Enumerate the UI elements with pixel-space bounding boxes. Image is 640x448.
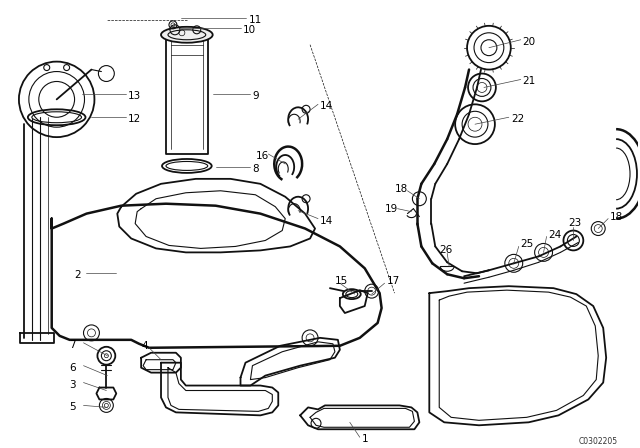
Text: 6: 6	[70, 362, 76, 373]
Text: 24: 24	[548, 229, 562, 240]
Text: 17: 17	[387, 276, 400, 286]
Text: C0302205: C0302205	[579, 437, 618, 446]
Text: 23: 23	[568, 218, 582, 228]
Text: 4: 4	[141, 341, 148, 351]
Text: 16: 16	[255, 151, 269, 161]
Text: 18: 18	[610, 211, 623, 222]
Text: 19: 19	[385, 204, 398, 214]
Ellipse shape	[161, 27, 212, 43]
Text: 14: 14	[320, 101, 333, 111]
Text: 15: 15	[335, 276, 348, 286]
Text: 11: 11	[248, 15, 262, 25]
Text: 2: 2	[75, 270, 81, 280]
Text: 25: 25	[521, 239, 534, 250]
Text: 7: 7	[70, 340, 76, 350]
Text: 8: 8	[252, 164, 259, 174]
Text: 10: 10	[243, 25, 255, 35]
Text: 5: 5	[70, 402, 76, 413]
Text: 21: 21	[523, 77, 536, 86]
Text: 1: 1	[362, 434, 369, 444]
Text: 26: 26	[439, 246, 452, 255]
Text: 13: 13	[128, 91, 141, 101]
Text: 3: 3	[70, 379, 76, 390]
Text: 20: 20	[523, 37, 536, 47]
Text: 22: 22	[511, 114, 524, 124]
Text: 12: 12	[128, 114, 141, 124]
Text: 9: 9	[252, 91, 259, 101]
Text: 18: 18	[394, 184, 408, 194]
Text: 14: 14	[320, 215, 333, 226]
